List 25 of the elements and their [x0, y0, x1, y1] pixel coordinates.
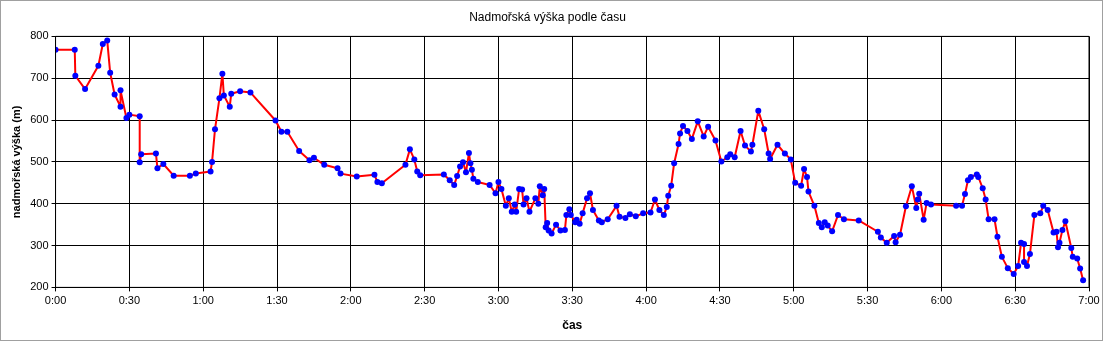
x-tick-label: 7:00 [1078, 294, 1100, 307]
x-tick-label: 4:30 [709, 294, 731, 307]
x-tick-label: 6:00 [930, 294, 953, 307]
y-tick-label: 800 [30, 29, 49, 42]
y-tick-label: 400 [30, 196, 49, 209]
x-tick-label: 6:30 [1004, 294, 1026, 307]
x-tick-label: 3:00 [487, 294, 510, 307]
x-tick-label: 1:30 [266, 294, 288, 307]
y-tick-label: 600 [30, 113, 49, 126]
y-tick-label: 200 [30, 280, 49, 293]
y-axis-title: nadmořská výška (m) [9, 105, 22, 219]
x-tick-label: 1:00 [192, 294, 214, 307]
y-tick-label: 700 [30, 71, 49, 84]
x-tick-label: 5:30 [856, 294, 879, 307]
y-tick-label: 500 [30, 154, 49, 167]
x-tick-label: 3:30 [561, 294, 583, 307]
x-tick-label: 4:00 [635, 294, 657, 307]
x-tick-label: 0:30 [118, 294, 141, 307]
x-tick-label: 2:00 [340, 294, 362, 307]
x-axis-title: čas [562, 318, 583, 333]
x-tick-label: 5:00 [783, 294, 805, 307]
x-tick-label: 0:00 [44, 294, 67, 307]
y-tick-label: 300 [30, 238, 49, 251]
x-tick-label: 2:30 [413, 294, 436, 307]
chart-title: Nadmořská výška podle času [469, 9, 626, 24]
